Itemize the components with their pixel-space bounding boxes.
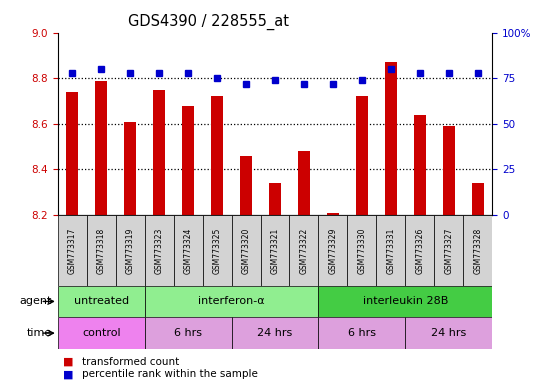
Bar (58, 215, 87, 286)
Text: ■: ■ (63, 357, 74, 367)
Bar (405, 215, 434, 286)
Text: GSM773317: GSM773317 (68, 227, 77, 274)
Text: GSM773323: GSM773323 (155, 227, 164, 274)
Text: GSM773319: GSM773319 (125, 227, 135, 274)
Text: GSM773327: GSM773327 (444, 227, 453, 274)
Bar (327, 213, 339, 215)
Bar (298, 151, 310, 215)
Bar (67, 92, 78, 215)
Bar (202, 215, 232, 286)
Bar (153, 89, 165, 215)
Text: 24 hrs: 24 hrs (257, 328, 293, 338)
Text: untreated: untreated (74, 296, 129, 306)
Bar (232, 215, 261, 286)
Bar (116, 215, 145, 286)
Bar (124, 122, 136, 215)
Text: GSM773318: GSM773318 (97, 227, 106, 274)
Bar (376, 215, 405, 286)
Bar (318, 317, 405, 349)
Bar (443, 126, 455, 215)
Text: GSM773325: GSM773325 (212, 227, 222, 274)
Bar (87, 215, 116, 286)
Text: 6 hrs: 6 hrs (174, 328, 202, 338)
Bar (318, 286, 492, 317)
Bar (261, 215, 289, 286)
Text: transformed count: transformed count (82, 357, 180, 367)
Text: percentile rank within the sample: percentile rank within the sample (82, 369, 258, 379)
Text: agent: agent (20, 296, 52, 306)
Text: GSM773324: GSM773324 (184, 227, 192, 274)
Text: GSM773326: GSM773326 (415, 227, 425, 274)
Bar (174, 215, 202, 286)
Text: GSM773330: GSM773330 (358, 227, 366, 274)
Bar (472, 183, 483, 215)
Bar (289, 215, 318, 286)
Text: time: time (27, 328, 52, 338)
Bar (269, 183, 281, 215)
Text: 24 hrs: 24 hrs (431, 328, 466, 338)
Text: interferon-α: interferon-α (198, 296, 265, 306)
Text: GSM773331: GSM773331 (386, 227, 395, 274)
Bar (434, 215, 463, 286)
Bar (232, 317, 318, 349)
Text: GSM773329: GSM773329 (328, 227, 338, 274)
Bar (405, 317, 492, 349)
Bar (240, 156, 252, 215)
Text: GDS4390 / 228555_at: GDS4390 / 228555_at (129, 13, 289, 30)
Text: interleukin 28B: interleukin 28B (362, 296, 448, 306)
Bar (385, 62, 397, 215)
Bar (95, 81, 107, 215)
Bar (414, 115, 426, 215)
Bar (211, 96, 223, 215)
Bar (58, 286, 145, 317)
Text: 6 hrs: 6 hrs (348, 328, 376, 338)
Bar (145, 215, 174, 286)
Bar (356, 96, 368, 215)
Text: GSM773321: GSM773321 (271, 227, 279, 274)
Bar (318, 215, 348, 286)
Bar (182, 106, 194, 215)
Bar (58, 317, 145, 349)
Bar (348, 215, 376, 286)
Text: GSM773320: GSM773320 (241, 227, 251, 274)
Text: control: control (82, 328, 120, 338)
Text: GSM773328: GSM773328 (473, 227, 482, 274)
Bar (463, 215, 492, 286)
Text: GSM773322: GSM773322 (299, 227, 309, 274)
Bar (145, 286, 318, 317)
Bar (145, 317, 232, 349)
Text: ■: ■ (63, 369, 74, 379)
